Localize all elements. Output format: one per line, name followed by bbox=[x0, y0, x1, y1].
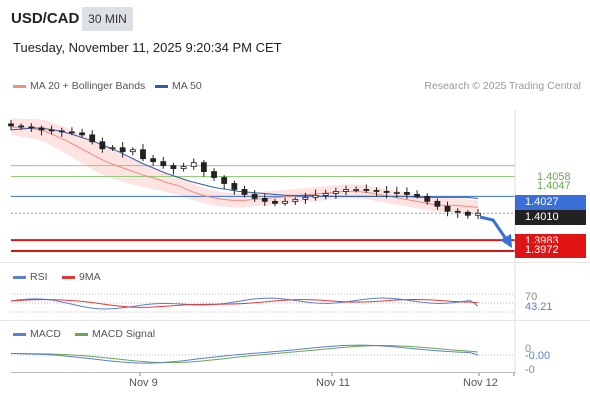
candle-body bbox=[129, 149, 136, 153]
candle-body bbox=[302, 196, 309, 200]
candle-body bbox=[444, 205, 451, 212]
legend-rsi-label: RSI bbox=[30, 271, 48, 283]
legend-macd-signal-label: MACD Signal bbox=[92, 328, 156, 340]
candle-body bbox=[99, 141, 106, 150]
candle-body bbox=[170, 165, 177, 169]
candle-body bbox=[150, 158, 157, 163]
9ma-swatch bbox=[62, 275, 75, 279]
candle-body bbox=[221, 177, 228, 184]
ma20-line bbox=[10, 126, 479, 208]
legend-macd: MACD bbox=[13, 328, 61, 340]
macd-signal-swatch bbox=[75, 332, 88, 336]
support-2-tag: 1.3972 bbox=[515, 243, 586, 258]
candle-body bbox=[109, 147, 116, 150]
candle-body bbox=[393, 192, 400, 194]
candle-body bbox=[69, 131, 75, 134]
pivot-price-tag: 1.4027 bbox=[515, 195, 586, 210]
macd-line bbox=[10, 344, 479, 364]
macd-level-neg: -0 bbox=[525, 364, 535, 376]
candle-body bbox=[8, 123, 14, 127]
macd-level-0: 0 bbox=[525, 343, 532, 355]
candle-body bbox=[251, 194, 258, 199]
x-tick-nov9: Nov 9 bbox=[129, 377, 158, 389]
legend-ma20-label: MA 20 + Bollinger Bands bbox=[30, 80, 146, 92]
interval-badge[interactable]: 30 MIN bbox=[82, 7, 133, 31]
candle-body bbox=[373, 190, 380, 192]
rsi-level-70: 70 bbox=[525, 291, 538, 303]
level-resistance-2: 1.4047 bbox=[537, 180, 571, 192]
candle-body bbox=[454, 210, 461, 213]
candle-body bbox=[79, 132, 85, 136]
rsi-divider bbox=[0, 262, 590, 263]
forecast-arrowhead bbox=[500, 234, 512, 248]
candle-body bbox=[241, 189, 248, 195]
candle-body bbox=[383, 191, 390, 193]
ma50-swatch bbox=[155, 84, 168, 88]
legend-ma50-label: MA 50 bbox=[172, 80, 202, 92]
forecast-arrow bbox=[479, 215, 508, 240]
legend-ma20: MA 20 + Bollinger Bands bbox=[13, 80, 145, 92]
macd-value: -0.00 bbox=[525, 350, 551, 362]
candle-body bbox=[343, 189, 349, 192]
candle-body bbox=[282, 200, 289, 204]
candle-body bbox=[58, 130, 65, 133]
candle-body bbox=[332, 191, 339, 194]
candle-body bbox=[404, 192, 410, 195]
candle-body bbox=[38, 127, 45, 131]
legend-macd-signal: MACD Signal bbox=[75, 328, 155, 340]
symbol-title: USD/CAD bbox=[11, 10, 80, 27]
candle-body bbox=[322, 193, 329, 196]
x-axis-line bbox=[11, 372, 516, 373]
macd-divider bbox=[0, 320, 590, 321]
legend-9ma-label: 9MA bbox=[79, 271, 101, 283]
rsi-value: 43.21 bbox=[525, 301, 553, 313]
bollinger-band bbox=[11, 118, 478, 215]
candle-body bbox=[475, 212, 481, 216]
candle-body bbox=[261, 197, 268, 202]
candle-body bbox=[180, 166, 187, 169]
macd-swatch bbox=[13, 332, 26, 336]
9ma-line bbox=[10, 298, 479, 308]
candle-body bbox=[272, 200, 278, 204]
candle-body bbox=[434, 200, 441, 207]
legend-rsi: RSI bbox=[13, 271, 48, 283]
legend-macd-label: MACD bbox=[30, 328, 61, 340]
candle-body bbox=[363, 189, 370, 191]
candle-body bbox=[231, 183, 238, 190]
candle-body bbox=[414, 194, 420, 197]
candle-body bbox=[292, 198, 299, 202]
candle-body bbox=[312, 194, 319, 198]
candle-body bbox=[190, 162, 197, 168]
research-credit: Research © 2025 Trading Central bbox=[424, 80, 581, 92]
ma20-swatch bbox=[13, 84, 26, 88]
legend-ma50: MA 50 bbox=[155, 80, 202, 92]
candle-body bbox=[160, 161, 167, 167]
candle-body bbox=[211, 171, 217, 178]
candle-body bbox=[18, 125, 25, 128]
candle-body bbox=[353, 189, 360, 191]
macd-signal-line bbox=[10, 344, 479, 364]
last-price-tag: 1.4010 bbox=[515, 210, 586, 225]
candle-body bbox=[200, 162, 207, 172]
timestamp: Tuesday, November 11, 2025 9:20:34 PM CE… bbox=[13, 40, 282, 55]
x-tick-nov11: Nov 11 bbox=[316, 377, 351, 389]
x-tick-nov12: Nov 12 bbox=[463, 377, 498, 389]
candle-body bbox=[140, 149, 146, 160]
candle-body bbox=[28, 126, 35, 129]
legend-9ma: 9MA bbox=[62, 271, 101, 283]
candle-body bbox=[119, 147, 126, 153]
level-resistance-1: 1.4058 bbox=[537, 171, 571, 183]
candle-body bbox=[464, 211, 471, 216]
rsi-line bbox=[10, 297, 479, 310]
candle-body bbox=[89, 134, 96, 143]
rsi-swatch bbox=[13, 275, 26, 279]
candle-body bbox=[424, 195, 431, 202]
candle-body bbox=[48, 129, 55, 132]
